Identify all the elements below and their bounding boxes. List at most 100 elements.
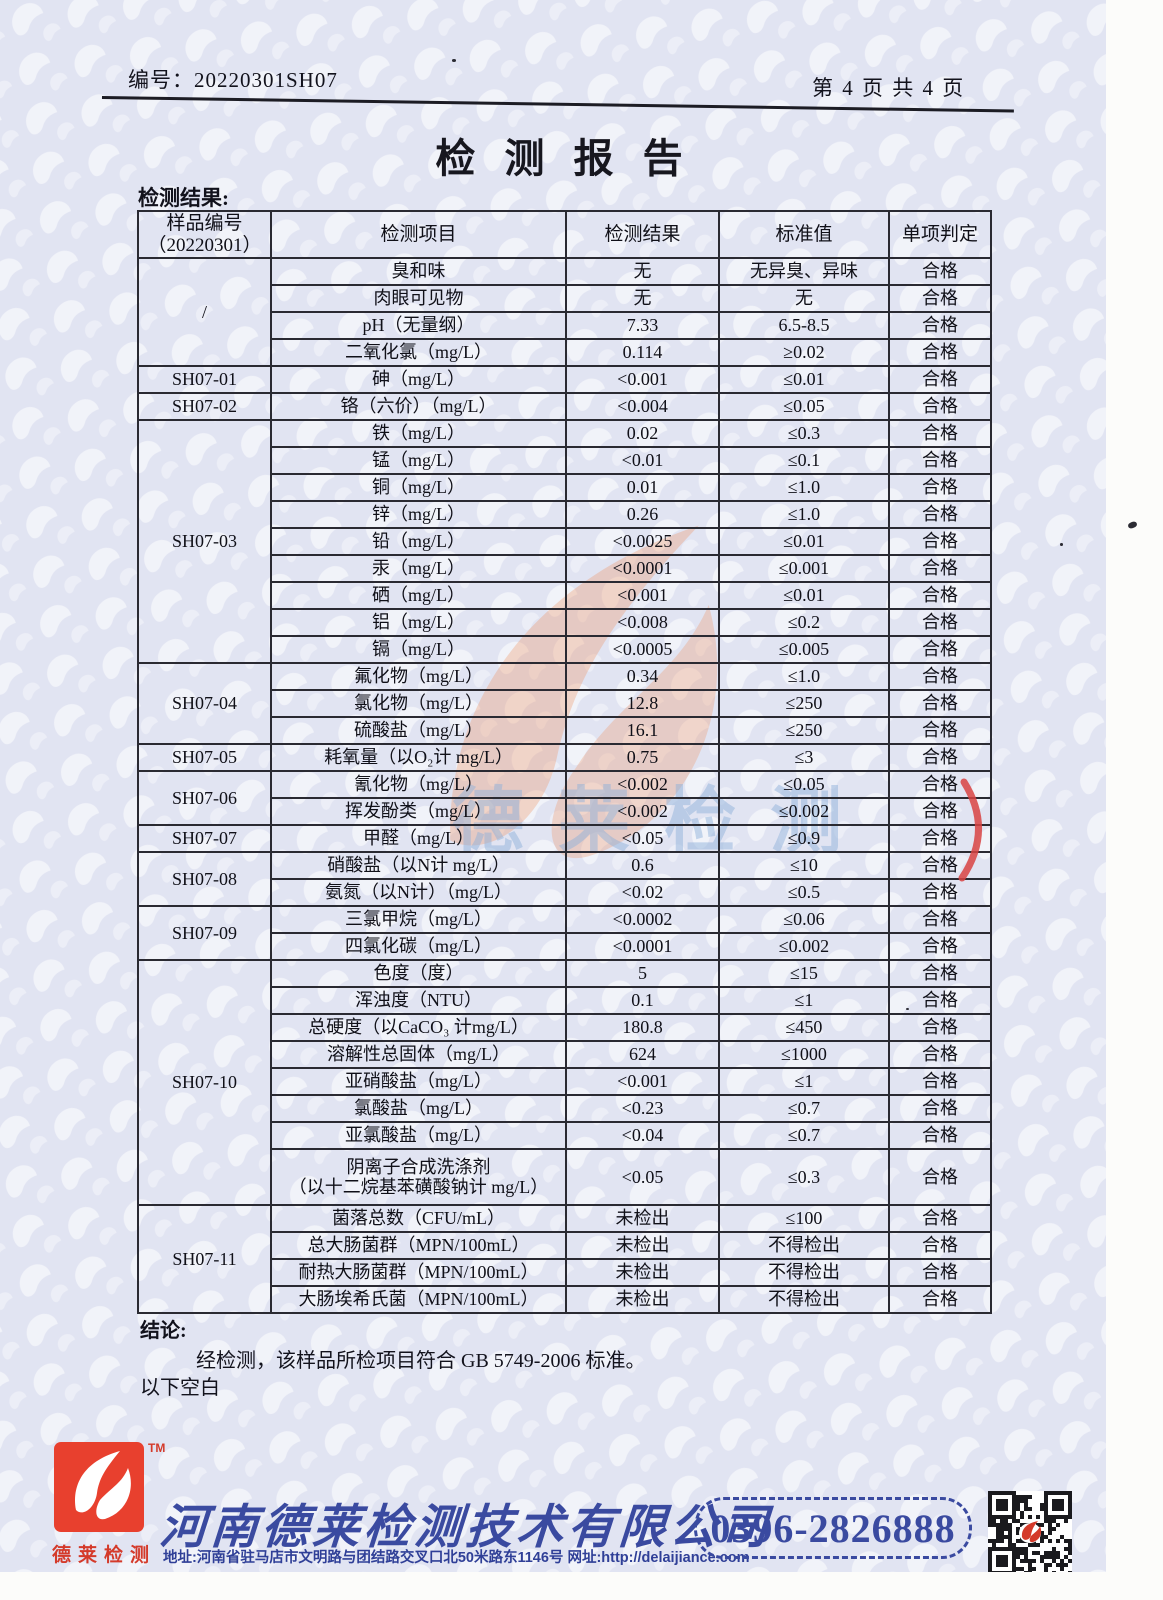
cell-standard: ≤0.7 [718,1094,890,1123]
cell-judgement: 合格 [888,770,992,799]
scan-speck [452,59,456,62]
cell-standard: ≤0.005 [718,635,890,664]
cell-result: <0.0025 [565,527,720,556]
cell-standard: 无 [718,284,890,313]
cell-result: <0.002 [565,770,720,799]
cell-standard: ≤0.05 [718,770,890,799]
cell-judgement: 合格 [888,446,992,475]
table-row: SH07-06 氰化物（mg/L） <0.002 ≤0.05 合格 [137,770,992,826]
cell-judgement: 合格 [888,554,992,583]
scan-speck [906,1008,909,1010]
cell-standard: ≤250 [718,716,890,745]
cell-standard: 不得检出 [718,1231,890,1260]
cell-result: 180.8 [565,1013,720,1042]
cell-judgement: 合格 [888,1040,992,1069]
cell-judgement: 合格 [888,905,992,934]
cell-item: 总大肠菌群（MPN/100mL） [270,1231,567,1260]
cell-item: 铅（mg/L） [270,527,567,556]
cell-item: 臭和味 [270,257,567,286]
conclusion-text: 经检测，该样品所检项目符合 GB 5749-2006 标准。 [196,1350,646,1372]
table-row: SH07-05 耗氧量（以O₂计 mg/L） 0.75 ≤3 合格 [137,743,992,772]
table-row: SH07-10 色度（度） 5 ≤15 合格 [137,959,992,1206]
cell-judgement: 合格 [888,527,992,556]
table-row: SH07-03 铁（mg/L） 0.02 ≤0.3 合格 [137,419,992,664]
cell-sample-id: / [137,257,272,367]
cell-standard: ≤250 [718,689,890,718]
results-table-body: / 臭和味无无异臭、异味 合格 肉眼可见物无无合格 pH（无量纲） 7.33 6.5-8.5… [137,257,992,1314]
cell-judgement: 合格 [888,689,992,718]
cell-result: 无 [565,257,720,286]
cell-item: 甲醛（mg/L） [270,824,567,853]
table-row: 亚氯酸盐（mg/L） <0.04 ≤0.7 合格 [138,1121,992,1150]
cell-standard: 不得检出 [718,1285,890,1314]
cell-result: 未检出 [565,1258,720,1287]
cell-sample-id: SH07-02 [137,392,272,421]
table-row: 四氯化碳（mg/L） <0.0001 ≤0.002 合格 [138,932,992,961]
table-row: pH（无量纲） 7.33 6.5-8.5 合格 [138,311,992,340]
cell-item: 阴离子合成洗涤剂 （以十二烷基苯磺酸钠计 mg/L） [270,1148,567,1206]
cell-sample-id: SH07-07 [137,824,272,853]
cell-item: 锰（mg/L） [270,446,567,475]
cell-result: 0.1 [565,986,720,1015]
cell-item: 铝（mg/L） [270,608,567,637]
cell-result: 5 [565,959,720,988]
cell-result: 0.34 [565,662,720,691]
table-row: SH07-02 铬（六价）（mg/L） <0.004 ≤0.05 合格 [137,392,992,421]
table-row: 浑浊度（NTU） 0.1 ≤1 合格 [138,986,992,1015]
cell-item: 硝酸盐（以N计 mg/L） [270,851,567,880]
cell-standard: ≤0.002 [718,797,890,826]
cell-result: <0.05 [565,824,720,853]
cell-item: 锌（mg/L） [270,500,567,529]
cell-judgement: 合格 [888,1013,992,1042]
cell-result: <0.05 [565,1148,720,1206]
cell-result: <0.008 [565,608,720,637]
cell-judgement: 合格 [888,284,992,313]
table-row: 溶解性总固体（mg/L） 624 ≤1000 合格 [138,1040,992,1069]
cell-judgement: 合格 [888,257,992,286]
cell-item: 耗氧量（以O₂计 mg/L） [270,743,567,772]
cell-result: 624 [565,1040,720,1069]
cell-judgement: 合格 [888,662,992,691]
header-judgement: 单项判定 [888,210,992,259]
scan-speck [1127,520,1138,530]
cell-standard: ≤0.002 [718,932,890,961]
cell-standard: ≤1 [718,986,890,1015]
cell-judgement: 合格 [888,473,992,502]
cell-judgement: 合格 [888,392,992,421]
cell-result: <0.001 [565,1067,720,1096]
cell-sample-id: SH07-08 [137,851,272,907]
cell-result: <0.04 [565,1121,720,1150]
cell-judgement: 合格 [888,311,992,340]
cell-item: 氰化物（mg/L） [270,770,567,799]
company-logo: TM [54,1441,165,1532]
cell-result: 7.33 [565,311,720,340]
results-section-label: 检测结果: [138,186,229,210]
cell-judgement: 合格 [888,581,992,610]
cell-standard: ≤0.7 [718,1121,890,1150]
table-row: SH07-01 砷（mg/L） <0.001 ≤0.01 合格 [137,365,992,394]
cell-judgement: 合格 [888,1258,992,1287]
table-row: 大肠埃希氏菌（MPN/100mL） 未检出 不得检出 合格 [138,1285,992,1314]
table-row: 锌（mg/L） 0.26 ≤1.0 合格 [138,500,992,529]
cell-standard: ≤1 [718,1067,890,1096]
cell-item: 硒（mg/L） [270,581,567,610]
cell-judgement: 合格 [888,1094,992,1123]
cell-standard: ≤0.5 [718,878,890,907]
cell-sample-id: SH07-06 [137,770,272,826]
cell-sample-id: SH07-09 [137,905,272,961]
cell-sample-id: SH07-03 [137,419,272,664]
page-indicator: 第 4 页 共 4 页 [812,76,966,100]
cell-judgement: 合格 [888,932,992,961]
cell-standard: ≤1000 [718,1040,890,1069]
table-row: 氯化物（mg/L） 12.8 ≤250 合格 [138,689,992,718]
cell-result: 16.1 [565,716,720,745]
table-row: 铅（mg/L） <0.0025 ≤0.01 合格 [138,527,992,556]
cell-judgement: 合格 [888,1148,992,1206]
cell-result: 0.75 [565,743,720,772]
cell-result: 0.01 [565,473,720,502]
table-row: SH07-08 硝酸盐（以N计 mg/L） 0.6 ≤10 合格 [137,851,992,907]
cell-judgement: 合格 [888,500,992,529]
cell-item: 氯化物（mg/L） [270,689,567,718]
red-seal-arc [958,778,982,882]
